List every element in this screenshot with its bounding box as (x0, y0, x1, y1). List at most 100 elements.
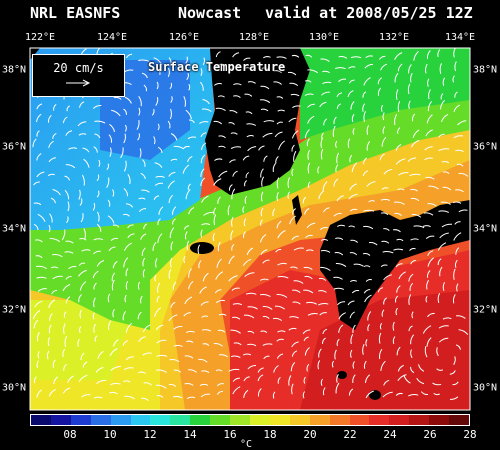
current-vector (168, 57, 172, 67)
current-vector (397, 63, 403, 72)
current-vector (336, 374, 339, 383)
current-vector (202, 343, 210, 347)
current-vector (231, 216, 234, 227)
current-vector (93, 282, 97, 290)
current-vector (188, 268, 192, 278)
current-vector (332, 125, 336, 137)
current-vector (261, 176, 265, 187)
current-vector (455, 149, 464, 153)
current-vector (409, 173, 421, 177)
current-vector (276, 177, 280, 189)
land-jeju (190, 242, 214, 254)
current-vector (67, 201, 70, 212)
current-vector (260, 85, 270, 90)
current-vector (287, 177, 290, 189)
current-vector (167, 120, 171, 129)
current-vector (230, 329, 241, 334)
current-vector (454, 61, 457, 72)
current-vector (365, 390, 374, 399)
current-vector (170, 158, 178, 162)
current-vector (318, 348, 322, 358)
current-vector (186, 240, 190, 251)
colorbar-cell (210, 415, 231, 425)
current-vector (136, 120, 140, 130)
current-vector (32, 309, 41, 320)
current-vector (262, 343, 273, 346)
current-vector (49, 213, 53, 223)
current-vector (231, 287, 240, 291)
current-vector (348, 193, 358, 200)
current-vector (293, 247, 304, 251)
current-vector (168, 314, 178, 322)
current-vector (78, 374, 88, 382)
current-vector (426, 279, 430, 290)
current-vector (331, 360, 335, 368)
current-vector (53, 103, 57, 111)
current-vector (79, 281, 87, 291)
current-vector (363, 157, 368, 165)
current-vector (230, 132, 238, 135)
current-vector (199, 383, 209, 386)
current-vector (452, 75, 455, 83)
current-vector (153, 57, 163, 66)
current-vector (335, 164, 339, 173)
current-vector (276, 192, 279, 201)
current-vector (348, 388, 354, 396)
current-vector (288, 71, 297, 76)
colorbar-cell (269, 415, 290, 425)
current-vector (93, 238, 104, 241)
current-vector (392, 229, 401, 233)
current-vector (247, 364, 256, 370)
colorbar-cell (429, 415, 450, 425)
current-vector (363, 77, 371, 86)
current-vector (454, 259, 458, 268)
current-vector (437, 49, 441, 58)
current-vector (183, 145, 190, 149)
current-vector (96, 260, 105, 267)
current-vector (293, 150, 297, 162)
current-vector (154, 274, 157, 282)
current-vector (395, 144, 402, 151)
current-vector (397, 100, 401, 112)
colorbar-cell (170, 415, 191, 425)
current-vector (212, 233, 216, 242)
current-vector (199, 286, 207, 294)
current-vector (218, 313, 227, 316)
forecast-type-label: Nowcast (178, 4, 242, 22)
current-vector (365, 374, 371, 384)
current-vector (335, 67, 346, 70)
current-vector (322, 328, 328, 335)
current-vector (449, 396, 459, 400)
current-vector (96, 223, 102, 232)
colorbar-cell (230, 415, 250, 425)
current-vector (48, 157, 56, 163)
current-vector (275, 249, 282, 253)
current-vector (168, 194, 174, 204)
current-vector (363, 209, 375, 212)
current-vector (383, 297, 387, 305)
current-vector (260, 234, 267, 243)
current-vector (292, 301, 301, 305)
vector-scale-legend: 20 cm/s (32, 54, 125, 97)
current-vector (427, 270, 431, 278)
current-vector (273, 365, 279, 373)
current-vector (289, 215, 296, 225)
current-vector (68, 265, 77, 270)
current-vector (379, 153, 385, 161)
current-vector (303, 289, 314, 294)
current-vector (243, 389, 249, 398)
current-vector (350, 333, 354, 345)
current-vector (363, 289, 371, 294)
current-vector (172, 218, 176, 225)
current-vector (392, 321, 395, 331)
current-vector (36, 276, 47, 279)
current-vector (173, 326, 183, 330)
current-vector (48, 389, 56, 397)
current-vector (201, 370, 210, 374)
current-vector (381, 187, 389, 190)
current-vector (260, 293, 271, 298)
current-vector (247, 343, 257, 347)
current-vector (124, 96, 132, 104)
current-vector (112, 189, 115, 197)
current-vector (350, 279, 358, 283)
